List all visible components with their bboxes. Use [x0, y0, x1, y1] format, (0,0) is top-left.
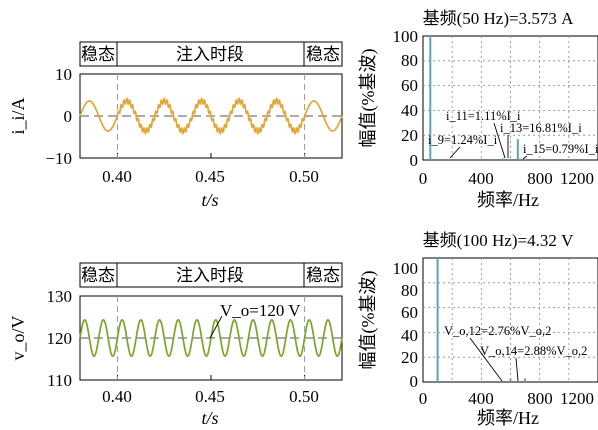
current-xtick-label: 0.45: [195, 167, 225, 186]
voltage-ytick-label: 110: [47, 371, 72, 390]
annotation-leader: [449, 146, 461, 159]
spectrum-xtick-label: 400: [468, 389, 494, 408]
harmonic-annotation: i_9=1.24%I_i: [428, 133, 498, 147]
waveform-line: [79, 318, 343, 358]
spectrum-bar: [429, 36, 432, 160]
spectrum-ytick-label: 40: [401, 326, 418, 345]
harmonic-annotation: V_o,12=2.76%V_o,2: [444, 324, 551, 338]
current-segment-label: 稳态: [81, 45, 115, 64]
current-xtick-label: 0.40: [102, 167, 132, 186]
spectrum-ytick-label: 80: [401, 281, 418, 300]
current-ytick-label: 0: [64, 107, 73, 126]
voltage-yaxis-label: v_o/V: [8, 315, 28, 360]
voltage-plot-area: [79, 296, 343, 380]
harmonic-annotation: V_o,14=2.88%V_o,2: [480, 344, 587, 358]
voltage-segment-label: 稳态: [81, 266, 115, 285]
current-spectrum-plot-area: [423, 36, 598, 160]
spectrum-ytick-label: 100: [393, 27, 419, 46]
spectrum-xtick-label: 1200: [560, 389, 594, 408]
current-ytick-label: −10: [45, 149, 72, 168]
spectrum-ytick-label: 20: [401, 126, 418, 145]
voltage-spectrum-title: 基频(100 Hz)=4.32 V: [423, 231, 574, 250]
voltage-ytick-label: 120: [47, 329, 73, 348]
current-spectrum-title: 基频(50 Hz)=3.573 A: [423, 9, 574, 28]
current-xaxis-label: t/s: [201, 190, 218, 210]
spectrum-ytick-label: 60: [401, 76, 418, 95]
voltage-ytick-label: 130: [47, 287, 73, 306]
spectrum-xtick-label: 1200: [560, 169, 594, 188]
spectrum-bar: [502, 158, 505, 160]
current-xtick-label: 0.50: [289, 167, 319, 186]
current-spectrum-chart: 基频(50 Hz)=3.573 A 100 80 60 40 20 0 0 40…: [358, 9, 598, 210]
spectrum-xtick-label: 800: [527, 169, 553, 188]
spectrum-ytick-label: 80: [401, 51, 418, 70]
current-ytick-label: 10: [55, 65, 72, 84]
current-segment-label: 注入时段: [176, 45, 244, 64]
annotation-leader: [522, 155, 528, 160]
voltage-spectrum-chart: 基频(100 Hz)=4.32 V 100 80 60 40 20 0 0 40…: [358, 231, 598, 428]
spectrum-bar: [509, 378, 512, 382]
voltage-segment-label: 注入时段: [176, 266, 244, 285]
harmonic-annotation: i_15=0.79%I_i: [523, 142, 598, 156]
voltage-xtick-label: 0.40: [102, 387, 132, 406]
spectrum-bar: [524, 378, 527, 382]
current-chart: 稳态 注入时段 稳态 10 0 −10 0.40 0.45 0.50 t/s i…: [8, 41, 343, 210]
annotation-leader: [469, 337, 503, 382]
spectrum-xtick-label: 0: [419, 389, 428, 408]
current-segment-bar: [79, 41, 343, 67]
voltage-xtick-label: 0.45: [195, 387, 225, 406]
spectrum-xtick-label: 0: [419, 169, 428, 188]
voltage-reference-annotation: V_o=120 V: [220, 301, 301, 320]
spectrum-ytick-label: 40: [401, 101, 418, 120]
spectrum-xtick-label: 400: [468, 169, 494, 188]
harmonic-annotation: i_11=1.11%I_i: [446, 109, 521, 123]
current-segment-label: 稳态: [306, 45, 340, 64]
spectrum-ytick-label: 20: [401, 348, 418, 367]
current-yaxis-label: i_i/A: [8, 97, 28, 134]
spectrum-ytick-label: 100: [393, 259, 419, 278]
voltage-spectrum-plot-area: [423, 258, 598, 382]
spectrum-xtick-label: 800: [527, 389, 553, 408]
spectrum-bar: [509, 158, 512, 160]
waveform-line: [79, 97, 343, 135]
voltage-spectrum-yaxis-label: 幅值(%基波): [358, 271, 379, 370]
voltage-segment-bar: [79, 262, 343, 288]
voltage-segment-label: 稳态: [306, 266, 340, 285]
spectrum-bar: [436, 258, 439, 382]
annotation-leader: [515, 357, 519, 382]
spectrum-bar: [524, 159, 527, 160]
spectrum-ytick-label: 60: [401, 303, 418, 322]
spectrum-ytick-label: 0: [410, 372, 419, 391]
spectrum-ytick-label: 0: [410, 151, 419, 170]
current-spectrum-yaxis-label: 幅值(%基波): [358, 49, 379, 148]
voltage-xaxis-label: t/s: [201, 408, 218, 428]
harmonic-annotation: i_13=16.81%I_i: [500, 121, 582, 135]
current-plot-area: [79, 74, 343, 158]
annotation-leader: [209, 315, 223, 339]
current-spectrum-xaxis-label: 频率/Hz: [477, 190, 539, 210]
voltage-xtick-label: 0.50: [289, 387, 319, 406]
annotation-leader: [493, 122, 506, 159]
voltage-chart: 稳态 注入时段 稳态 130 120 110 0.40 0.45 0.50 t/…: [8, 262, 343, 428]
spectrum-bar: [516, 139, 519, 160]
voltage-spectrum-xaxis-label: 频率/Hz: [477, 408, 539, 428]
